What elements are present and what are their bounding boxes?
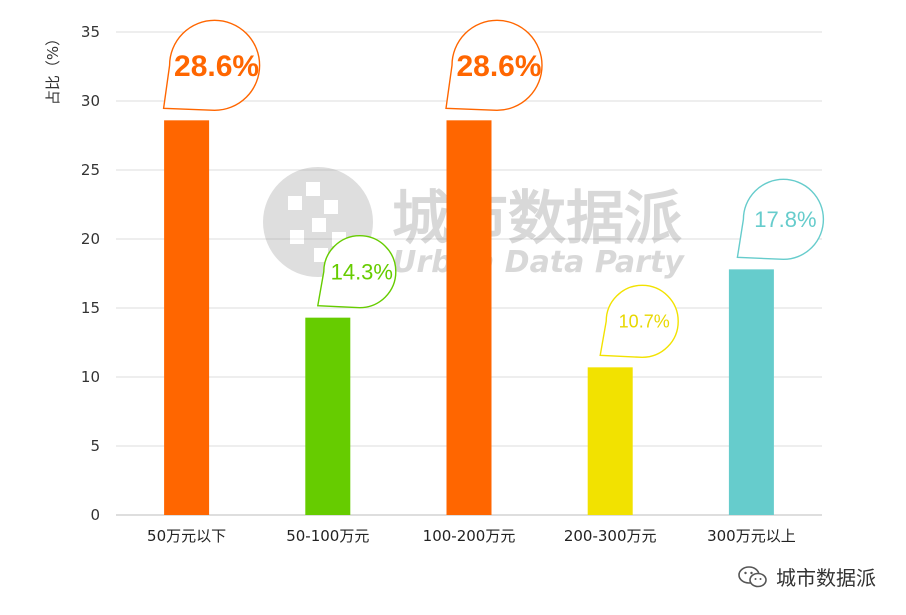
callout: 17.8% [736, 178, 825, 261]
data-label: 28.6% [456, 50, 541, 83]
callout: 10.7% [599, 284, 679, 359]
y-tick-label: 10 [81, 368, 100, 386]
callout-bubble [162, 19, 261, 112]
callout-bubble [599, 284, 679, 359]
y-axis: 0 5 10 15 20 25 30 35 [81, 23, 100, 524]
y-tick-label: 5 [90, 437, 100, 455]
callout-bubble [445, 19, 543, 112]
bar [728, 269, 774, 515]
footer-brand: 城市数据派 [738, 562, 876, 591]
footer-text: 城市数据派 [776, 566, 876, 590]
y-tick-label: 35 [81, 23, 100, 41]
callout: 14.3% [316, 234, 397, 309]
bar [587, 367, 633, 515]
callout-bubble [316, 234, 397, 309]
y-axis-label: 占比（%） [44, 31, 62, 105]
bar [305, 317, 351, 515]
bar [446, 120, 492, 515]
y-tick-label: 30 [81, 92, 100, 110]
x-axis: 50万元以下 50-100万元 100-200万元 200-300万元 300万元以上 [147, 527, 796, 545]
callout: 28.6% [162, 19, 261, 112]
x-tick-label: 300万元以上 [707, 527, 796, 545]
watermark-title: 城市数据派 [392, 184, 682, 252]
bar [164, 120, 210, 515]
y-tick-label: 0 [90, 506, 100, 524]
data-label: 28.6% [174, 50, 259, 83]
x-tick-label: 50-100万元 [286, 527, 369, 545]
x-tick-label: 200-300万元 [564, 527, 657, 545]
y-tick-label: 15 [81, 299, 100, 317]
watermark-subtitle: Urban Data Party [392, 245, 685, 280]
callout: 28.6% [445, 19, 543, 112]
bars [164, 120, 774, 515]
y-tick-label: 20 [81, 230, 100, 248]
y-tick-label: 25 [81, 161, 100, 179]
x-tick-label: 50万元以下 [147, 527, 226, 545]
data-label: 17.8% [754, 207, 816, 232]
data-label-callouts: 28.6% 14.3% 28.6% 10.7% 17.8% [162, 19, 825, 359]
wechat-icon [738, 565, 768, 589]
callout-bubble [736, 178, 825, 261]
x-tick-label: 100-200万元 [423, 527, 516, 545]
data-label: 10.7% [619, 312, 670, 332]
data-label: 14.3% [331, 259, 393, 284]
watermark: 城市数据派 Urban Data Party [263, 167, 685, 280]
